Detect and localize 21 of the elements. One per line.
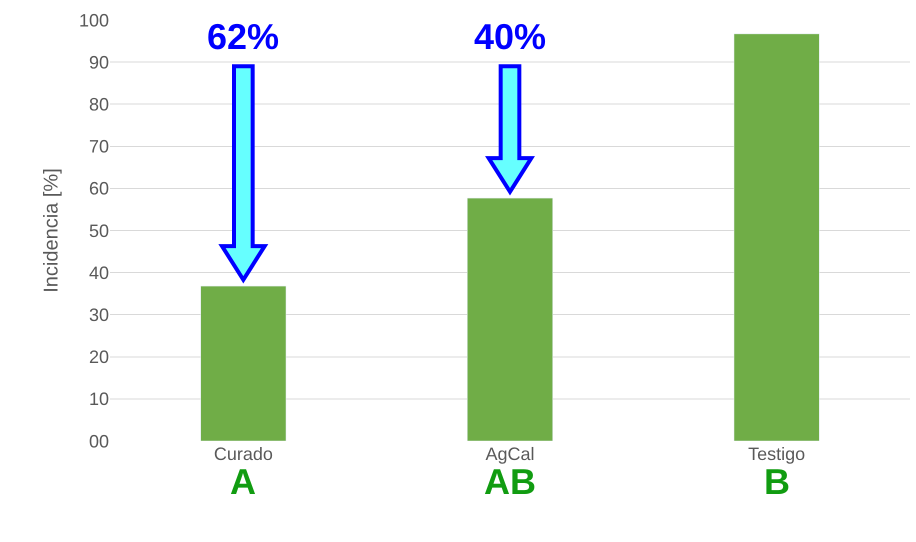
x-tick-label: AgCal bbox=[485, 444, 535, 464]
y-tick-label: 70 bbox=[88, 136, 109, 157]
y-tick-label: 10 bbox=[88, 389, 109, 410]
y-tick-label: 100 bbox=[78, 10, 109, 30]
annotation: 62% bbox=[207, 16, 280, 57]
bar bbox=[467, 198, 553, 441]
x-tick-label: Curado bbox=[214, 444, 273, 464]
y-tick-label: 20 bbox=[88, 347, 109, 368]
y-tick-label: 50 bbox=[88, 220, 109, 241]
y-tick-label: 30 bbox=[88, 305, 109, 325]
text: A bbox=[230, 461, 256, 502]
bar bbox=[734, 34, 820, 441]
y-tick-label: 90 bbox=[88, 52, 109, 72]
x-tick-label: Testigo bbox=[748, 444, 806, 464]
annotation: 40% bbox=[474, 16, 546, 57]
y-tick-label: 40 bbox=[88, 262, 109, 283]
bar bbox=[200, 286, 286, 441]
y-axis-title: Incidencia [%] bbox=[40, 168, 62, 293]
y-tick-label: 80 bbox=[88, 94, 109, 114]
y-tick-label: 60 bbox=[88, 178, 109, 199]
y-tick-label: 00 bbox=[88, 431, 109, 452]
